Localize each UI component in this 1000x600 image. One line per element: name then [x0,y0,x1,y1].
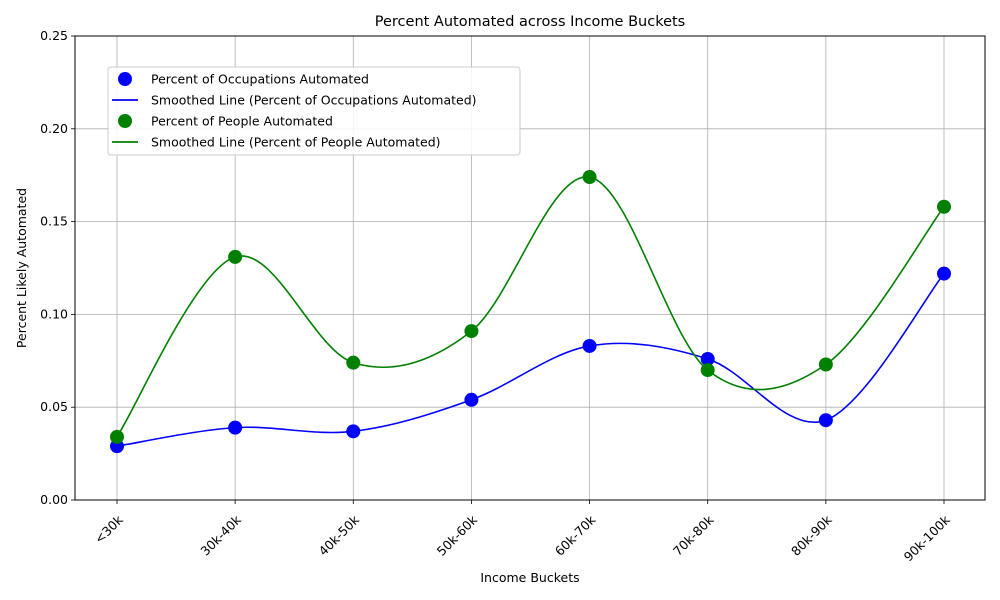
x-tick-label: 60k-70k [552,512,599,559]
y-tick-label: 0.10 [40,306,68,321]
chart-title: Percent Automated across Income Buckets [375,14,685,30]
data-point-series-1 [464,392,479,407]
data-point-series-1 [228,420,243,435]
data-point-series-2 [582,170,597,185]
data-point-series-2 [937,199,951,214]
y-axis-ticks: 0.00 0.05 0.10 0.15 0.20 0.25 [40,28,75,507]
data-point-series-1 [582,338,597,353]
legend-box [107,66,521,156]
y-tick-label: 0.00 [40,492,68,507]
data-point-series-2 [346,355,361,370]
y-axis-label: Percent Likely Automated [14,188,29,348]
smoothed-line-series-2 [116,176,945,438]
data-point-series-1 [346,424,361,439]
data-point-series-1 [937,266,951,281]
series-lines [116,176,945,447]
x-axis-label: Income Buckets [480,570,579,585]
data-point-series-2 [228,249,243,264]
x-axis-ticks: <30k 30k-40k 40k-50k 50k-60k 60k-70k 70k-80k 8… [91,500,953,564]
legend-marker-series-2 [118,114,132,128]
data-point-series-2 [110,429,124,444]
legend: Percent of Occupations Automated Smoothed… [107,66,521,156]
data-point-series-2 [464,324,479,339]
y-tick-label: 0.05 [40,399,68,414]
x-tick-label: 90k-100k [901,512,954,565]
legend-label: Percent of People Automated [151,114,333,129]
plot-area-frame [74,35,986,501]
legend-marker-series-1 [118,72,132,86]
x-tick-label: 30k-40k [197,512,244,559]
x-tick-label: 80k-90k [788,512,835,559]
data-point-series-1 [818,413,833,428]
x-tick-label: 70k-80k [670,512,717,559]
data-point-series-2 [818,357,833,372]
x-tick-label: 50k-60k [434,512,481,559]
legend-label: Percent of Occupations Automated [151,72,369,87]
data-point-series-1 [700,351,715,366]
x-tick-label: 40k-50k [315,512,362,559]
legend-label: Smoothed Line (Percent of Occupations Au… [151,93,477,108]
series-points [110,170,951,454]
y-tick-label: 0.25 [40,28,68,43]
legend-label: Smoothed Line (Percent of People Automat… [151,135,441,150]
y-tick-label: 0.20 [40,121,68,136]
y-tick-label: 0.15 [40,214,68,229]
data-point-series-2 [700,363,715,378]
x-tick-label: <30k [91,512,126,547]
